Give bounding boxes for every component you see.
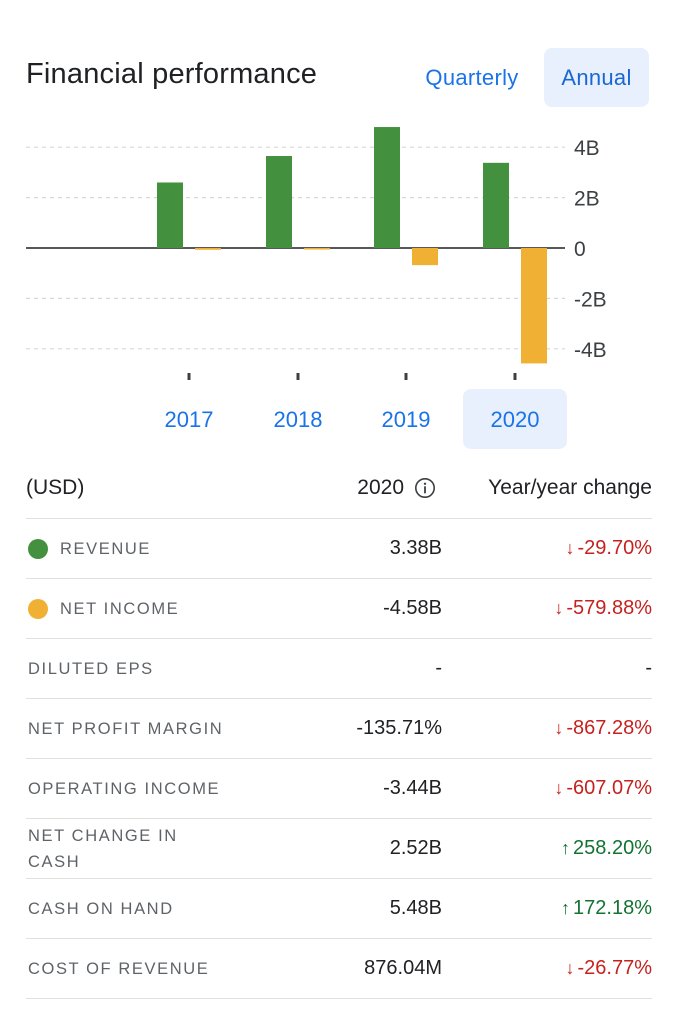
info-icon[interactable] <box>414 477 436 499</box>
row-label-text: NET CHANGE IN CASH <box>28 826 178 871</box>
financial-table: (USD) 2020 Year/year change REVENUE 3.38B… <box>26 458 652 999</box>
x-tick-label[interactable]: 2019 <box>382 407 431 432</box>
row-label: COST OF REVENUE <box>28 956 228 982</box>
y-tick-label: -4B <box>574 339 607 362</box>
row-value: -4.58B <box>383 597 442 619</box>
row-value: -135.71% <box>356 717 442 739</box>
row-change-text: 172.18% <box>573 897 652 919</box>
row-value: 3.38B <box>389 537 442 559</box>
table-row: OPERATING INCOME -3.44B ↓ -607.07% <box>26 759 652 819</box>
table-body: REVENUE 3.38B ↓ -29.70% NET INCOME -4.58B ↓ -57… <box>26 519 652 999</box>
revenue-bar <box>483 162 509 248</box>
row-label-text: COST OF REVENUE <box>28 959 210 978</box>
page-title: Financial performance <box>26 58 318 90</box>
x-tick-label[interactable]: 2017 <box>165 407 214 432</box>
revenue-bar <box>157 182 183 248</box>
legend-dot-icon <box>28 538 48 559</box>
row-label: NET INCOME <box>28 596 228 622</box>
row-change: ↑ 258.20% <box>561 837 652 860</box>
net-income-bar <box>521 248 547 364</box>
row-label-text: CASH ON HAND <box>28 899 174 918</box>
quarterly-button[interactable]: Quarterly <box>425 64 519 90</box>
row-label: NET CHANGE IN CASH <box>28 823 228 875</box>
row-label: DILUTED EPS <box>28 656 228 682</box>
row-change-text: -29.70% <box>577 537 653 559</box>
row-label-text: NET PROFIT MARGIN <box>28 719 224 738</box>
table-row: REVENUE 3.38B ↓ -29.70% <box>26 519 652 579</box>
arrow-down-icon: ↓ <box>554 598 564 618</box>
net-income-bar <box>412 248 438 266</box>
selected-year-chip <box>463 389 567 449</box>
row-change: ↓ -26.77% <box>566 957 653 980</box>
row-label: NET PROFIT MARGIN <box>28 716 228 742</box>
year-column-header: 2020 <box>357 476 436 500</box>
row-change-text: 258.20% <box>573 837 652 859</box>
table-header: (USD) 2020 Year/year change <box>26 458 652 519</box>
table-row: DILUTED EPS - - <box>26 639 652 699</box>
row-value: 876.04M <box>364 957 442 979</box>
table-row: COST OF REVENUE 876.04M ↓ -26.77% <box>26 939 652 999</box>
row-label-text: DILUTED EPS <box>28 659 154 678</box>
legend-dot-icon <box>28 598 48 619</box>
x-tick-mark <box>404 373 408 380</box>
revenue-bar <box>266 156 292 248</box>
row-change-text: - <box>645 657 652 679</box>
x-tick-label[interactable]: 2020 <box>491 407 540 432</box>
row-label: REVENUE <box>28 536 228 562</box>
arrow-up-icon: ↑ <box>561 898 571 918</box>
arrow-down-icon: ↓ <box>554 718 564 738</box>
table-row: NET INCOME -4.58B ↓ -579.88% <box>26 579 652 639</box>
arrow-down-icon: ↓ <box>554 778 564 798</box>
x-tick-label[interactable]: 2018 <box>274 407 323 432</box>
y-tick-label: -2B <box>574 288 607 311</box>
arrow-down-icon: ↓ <box>565 958 575 978</box>
row-change-text: -607.07% <box>566 777 652 799</box>
financial-bar-chart: 4B 2B 0 -2B -4B 2017 2018 2019 2020 <box>26 127 607 449</box>
row-change-text: -26.77% <box>577 957 653 979</box>
year-label: 2020 <box>357 476 404 499</box>
currency-label: (USD) <box>26 476 85 499</box>
row-change-text: -579.88% <box>566 597 652 619</box>
net-income-bar <box>195 248 221 250</box>
revenue-bar <box>374 127 400 248</box>
row-label: OPERATING INCOME <box>28 776 228 802</box>
net-income-bar <box>304 248 330 250</box>
row-label-text: NET INCOME <box>60 599 180 618</box>
row-label-text: OPERATING INCOME <box>28 779 221 798</box>
row-change-text: -867.28% <box>566 717 652 739</box>
row-change: ↓ -579.88% <box>554 597 652 620</box>
row-change: ↓ -607.07% <box>554 777 652 800</box>
y-tick-label: 2B <box>574 188 600 211</box>
row-value: 2.52B <box>389 837 442 859</box>
row-change: - <box>645 657 652 680</box>
row-value: 5.48B <box>389 897 442 919</box>
annual-button[interactable]: Annual <box>544 48 649 107</box>
arrow-down-icon: ↓ <box>565 538 575 558</box>
table-row: CASH ON HAND 5.48B ↑ 172.18% <box>26 879 652 939</box>
header: Financial performance Quarterly Annual <box>0 0 678 120</box>
y-tick-label: 4B <box>574 137 600 160</box>
change-column-header: Year/year change <box>488 476 652 499</box>
row-change: ↓ -867.28% <box>554 717 652 740</box>
row-label-text: REVENUE <box>60 539 151 558</box>
row-value: - <box>435 657 442 679</box>
x-tick-mark <box>513 373 517 380</box>
row-change: ↓ -29.70% <box>566 537 653 560</box>
x-tick-mark <box>296 373 300 380</box>
table-row: NET PROFIT MARGIN -135.71% ↓ -867.28% <box>26 699 652 759</box>
table-row: NET CHANGE IN CASH 2.52B ↑ 258.20% <box>26 819 652 879</box>
x-tick-mark <box>187 373 191 380</box>
y-tick-label: 0 <box>574 238 586 261</box>
row-change: ↑ 172.18% <box>561 897 652 920</box>
row-value: -3.44B <box>383 777 442 799</box>
row-label: CASH ON HAND <box>28 896 228 922</box>
arrow-up-icon: ↑ <box>561 838 571 858</box>
